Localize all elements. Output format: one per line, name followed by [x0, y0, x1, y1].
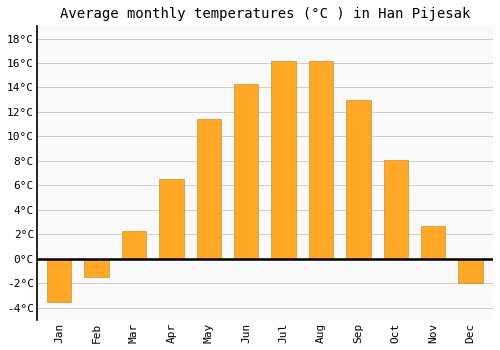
Bar — [159, 179, 184, 259]
Bar — [196, 119, 221, 259]
Bar — [346, 100, 370, 259]
Bar — [84, 259, 108, 277]
Bar — [122, 231, 146, 259]
Bar — [384, 160, 408, 259]
Title: Average monthly temperatures (°C ) in Han Pijesak: Average monthly temperatures (°C ) in Ha… — [60, 7, 470, 21]
Bar — [47, 259, 72, 302]
Bar — [421, 226, 446, 259]
Bar — [234, 84, 258, 259]
Bar — [309, 61, 333, 259]
Bar — [272, 61, 295, 259]
Bar — [458, 259, 483, 283]
